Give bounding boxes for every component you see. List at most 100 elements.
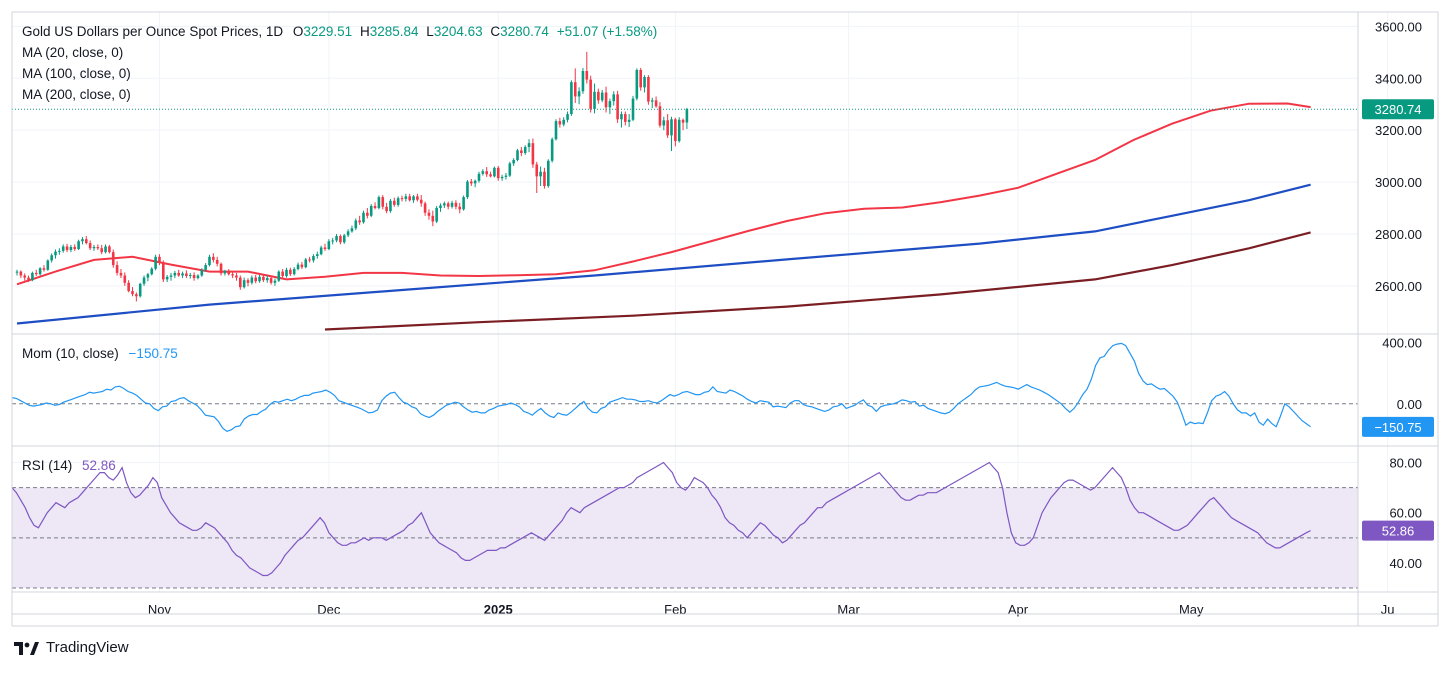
candle-body — [635, 69, 639, 99]
candle-body — [593, 91, 596, 109]
candle-body — [285, 269, 288, 277]
candle — [577, 87, 581, 105]
candle-body — [339, 236, 342, 243]
candle-body — [423, 203, 427, 213]
candle-body — [100, 248, 103, 253]
candle — [331, 237, 334, 245]
candle — [481, 169, 485, 176]
candle — [69, 244, 73, 253]
rsi-value: 52.86 — [82, 458, 116, 473]
candle — [558, 117, 562, 128]
price-axis[interactable]: 3600.00 3400.00 3200.00 3000.00 2800.00 2600.… — [12, 19, 1434, 571]
candle-body — [493, 167, 496, 177]
candle — [373, 202, 377, 210]
candle — [285, 267, 288, 278]
candle — [508, 161, 512, 177]
candle — [431, 210, 435, 227]
close-value: 3280.74 — [500, 24, 549, 39]
candle-body — [104, 246, 107, 253]
candle — [550, 137, 554, 163]
candles[interactable] — [15, 51, 689, 302]
low-label: L — [426, 24, 434, 39]
candle-body — [227, 270, 231, 275]
candle-body — [23, 275, 26, 278]
candle-body — [31, 272, 34, 281]
candle-body — [354, 220, 358, 229]
candle-body — [258, 276, 261, 282]
tradingview-logo-icon — [14, 641, 39, 655]
candle — [531, 138, 535, 168]
candle-body — [531, 143, 535, 165]
candle-body — [408, 196, 411, 201]
candle-body — [362, 212, 365, 223]
candle — [135, 292, 138, 302]
candle-body — [385, 206, 388, 212]
candle — [458, 202, 462, 214]
tradingview-brand[interactable]: TradingView — [14, 639, 129, 656]
symbol-title[interactable]: Gold US Dollars per Ounce Spot Prices, 1… — [22, 24, 284, 39]
candle — [212, 253, 215, 263]
momentum-title[interactable]: Mom (10, close) — [22, 346, 119, 361]
candle-body — [289, 269, 292, 275]
change-value: +51.07 (+1.58%) — [556, 24, 658, 39]
candle — [77, 239, 80, 251]
candle — [185, 270, 188, 279]
candle — [454, 200, 458, 210]
candle-body — [123, 275, 127, 283]
candle-body — [185, 273, 188, 277]
candle — [181, 271, 184, 279]
candle-body — [450, 202, 454, 207]
candle-body — [473, 180, 477, 184]
ma200-legend[interactable]: MA (200, close, 0) — [22, 87, 131, 102]
candle — [520, 147, 523, 157]
candle — [604, 86, 608, 113]
candle-body — [54, 251, 57, 256]
candle — [281, 269, 284, 279]
candle-body — [550, 139, 554, 161]
candle — [154, 254, 157, 271]
candle — [543, 167, 546, 189]
candle-body — [562, 119, 565, 125]
candle-body — [446, 203, 450, 207]
time-axis[interactable]: Nov Dec 2025 Feb Mar Apr May Ju — [148, 602, 1395, 617]
candle — [111, 249, 115, 268]
candle — [477, 171, 481, 183]
candle — [300, 262, 304, 270]
candle — [423, 201, 427, 216]
candle-body — [558, 121, 562, 125]
candle — [165, 274, 169, 282]
candle-body — [208, 256, 211, 266]
candle-body — [677, 119, 681, 142]
candle-body — [181, 273, 184, 276]
candle — [319, 245, 323, 256]
candle — [385, 202, 388, 214]
candle — [162, 260, 165, 282]
candle — [554, 119, 558, 141]
candle-body — [42, 268, 46, 270]
momentum-tick-label: 400.00 — [1382, 336, 1422, 351]
candle-body — [239, 277, 242, 288]
candle — [535, 161, 539, 193]
candle-body — [508, 163, 512, 176]
candle-body — [581, 71, 585, 92]
ma100-legend[interactable]: MA (100, close, 0) — [22, 66, 131, 81]
candle-body — [154, 256, 157, 269]
candle-body — [69, 246, 73, 251]
candle — [377, 195, 381, 210]
candle-body — [373, 205, 377, 209]
candle — [366, 208, 369, 219]
rsi-title[interactable]: RSI (14) — [22, 458, 73, 473]
candle — [88, 240, 92, 251]
time-tick-label: Nov — [148, 602, 172, 617]
candle-body — [73, 246, 77, 250]
candle — [146, 272, 150, 282]
candle-body — [269, 278, 273, 283]
candle — [242, 277, 246, 289]
ma20-legend[interactable]: MA (20, close, 0) — [22, 45, 124, 60]
candle — [58, 248, 61, 255]
candle — [200, 268, 204, 277]
time-tick-label: Dec — [317, 602, 341, 617]
candle — [354, 218, 358, 231]
